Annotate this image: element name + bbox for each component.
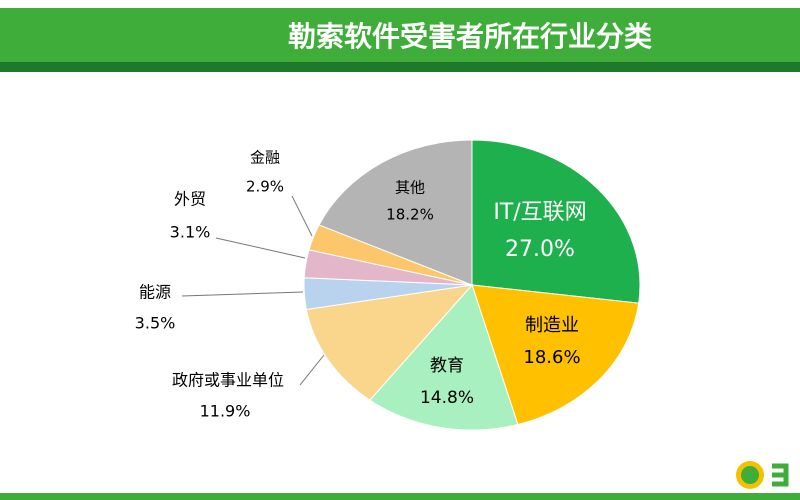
value-label: 18.6% xyxy=(523,347,580,368)
value-label: 3.5% xyxy=(135,314,176,333)
logo xyxy=(724,458,800,492)
title-stripe xyxy=(0,62,800,72)
pie-slice xyxy=(369,284,519,431)
slice-label: IT/互联网 xyxy=(493,200,586,225)
value-label: 11.9% xyxy=(200,402,251,421)
value-label: 18.2% xyxy=(386,206,434,224)
pie-slice xyxy=(471,284,640,426)
slice-label: 金融 xyxy=(250,149,280,167)
logo-mark xyxy=(772,463,789,487)
slice-label: 制造业 xyxy=(525,315,579,336)
value-label: 14.8% xyxy=(420,388,474,408)
pie-slice xyxy=(471,139,641,304)
leader-line xyxy=(299,354,325,386)
slice-label: 能源 xyxy=(139,283,171,302)
leader-line xyxy=(215,237,306,259)
chart-title: 勒索软件受害者所在行业分类 xyxy=(288,20,652,53)
value-label: 2.9% xyxy=(246,178,284,196)
slice-label: 政府或事业单位 xyxy=(172,371,284,390)
title-band xyxy=(0,8,800,62)
pie-slice xyxy=(318,139,473,286)
value-label: 27.0% xyxy=(505,237,575,262)
slice-label: 教育 xyxy=(430,356,464,376)
pie-slice xyxy=(305,284,474,401)
slice-label: 其他 xyxy=(395,179,425,197)
slice-label: 外贸 xyxy=(174,190,206,209)
leader-line xyxy=(291,195,313,237)
footer-band xyxy=(0,493,800,500)
value-label: 3.1% xyxy=(170,223,211,242)
logo-core xyxy=(741,466,759,484)
leader-line xyxy=(181,291,304,297)
